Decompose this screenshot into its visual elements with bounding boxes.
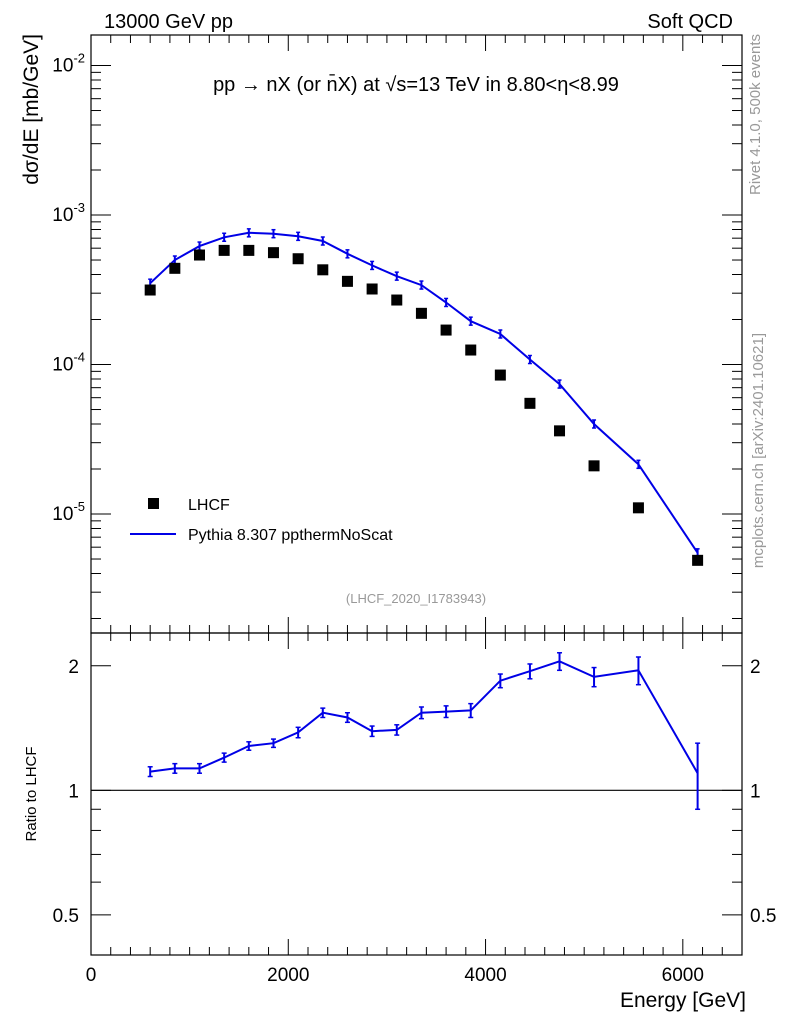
lhcf-data-point — [194, 249, 205, 261]
ratio-y-axis-label: Ratio to LHCF — [23, 746, 40, 841]
lhcf-data-point — [494, 369, 506, 381]
main-panel: 10-2 10-3 10-4 10-5 pp → nX (or n̄X) at √s=… — [20, 34, 743, 634]
ratio-plot-frame — [90, 632, 743, 956]
lhcf-data-point — [440, 324, 452, 336]
ratio-y-tick-label: 0.5 — [53, 906, 79, 927]
header-right-label: Soft QCD — [647, 11, 733, 33]
ratio-ticks — [90, 633, 743, 956]
lhcf-data-point — [292, 253, 304, 265]
ratio-y-tick-labels: 0.5 1 2 — [53, 657, 79, 927]
ratio-y-tick-labels-right: 0.5 1 2 — [750, 657, 776, 927]
lhcf-data-point — [524, 397, 536, 409]
x-tick-label: 2000 — [267, 965, 309, 986]
mc-line — [149, 231, 699, 554]
lhcf-data-point — [588, 460, 600, 472]
ratio-y-tick-label: 1 — [68, 781, 79, 802]
lhcf-data-point — [465, 344, 477, 356]
main-y-tick-label: 10-5 — [52, 499, 85, 525]
ratio-y-tick-label-right: 1 — [750, 781, 761, 802]
ratio-series — [147, 652, 701, 811]
legend-label-mc: Pythia 8.307 ppthermNoScat — [188, 527, 393, 544]
main-ticks — [90, 35, 743, 633]
lhcf-data-point — [218, 244, 230, 256]
x-tick-label: 4000 — [464, 965, 506, 986]
lhcf-data-point — [415, 307, 427, 319]
legend-marker-lhcf — [148, 498, 159, 509]
header-left-label: 13000 GeV pp — [104, 11, 233, 33]
lhcf-data-point — [243, 244, 255, 256]
lhcf-series — [144, 244, 704, 566]
main-y-tick-labels: 10-2 10-3 10-4 10-5 — [52, 51, 85, 525]
x-axis-label: Energy [GeV] — [620, 989, 746, 1012]
mc-series — [148, 228, 700, 558]
x-tick-label: 6000 — [662, 965, 704, 986]
lhcf-data-point — [391, 294, 403, 306]
main-y-tick-label: 10-3 — [52, 200, 85, 226]
rivet-version-label: Rivet 4.1.0, 500k events — [747, 34, 764, 195]
lhcf-data-point — [692, 554, 704, 566]
main-y-tick-label: 10-4 — [52, 350, 85, 376]
lhcf-data-point — [341, 275, 353, 287]
legend: LHCF Pythia 8.307 ppthermNoScat — [130, 497, 393, 544]
main-y-tick-label: 10-2 — [52, 51, 85, 77]
ratio-panel: 0.512 0.512 0 2000 4000 6000 Ratio to LHCF … — [23, 632, 776, 1012]
ratio-y-tick-label: 2 — [68, 657, 79, 678]
lhcf-data-point — [169, 262, 181, 274]
ratio-y-tick-label-right: 2 — [750, 657, 761, 678]
legend-label-lhcf: LHCF — [188, 497, 230, 514]
lhcf-data-point — [144, 284, 156, 296]
lhcf-data-point — [554, 425, 566, 437]
analysis-tag: (LHCF_2020_I1783943) — [346, 591, 486, 606]
mcplots-label: mcplots.cern.ch [arXiv:2401.10621] — [750, 333, 767, 568]
x-tick-label: 0 — [86, 965, 97, 986]
lhcf-data-point — [366, 283, 378, 295]
ratio-line — [150, 660, 699, 774]
lhcf-data-point — [317, 264, 329, 276]
lhcf-data-point — [632, 502, 644, 514]
x-tick-labels: 0 2000 4000 6000 — [86, 965, 704, 986]
main-title: pp → nX (or n̄X) at √s=13 TeV in 8.80<η<… — [213, 73, 619, 96]
lhcf-data-point — [267, 247, 279, 259]
main-y-axis-label: dσ/dE [mb/GeV] — [20, 34, 43, 185]
ratio-y-tick-label-right: 0.5 — [750, 906, 776, 927]
